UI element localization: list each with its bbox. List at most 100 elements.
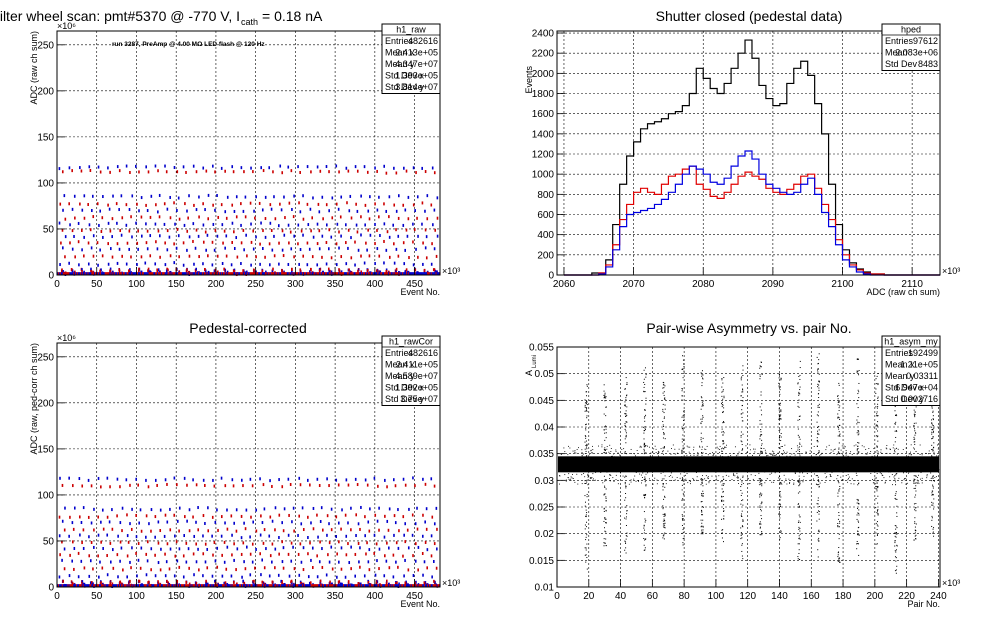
panel-raw-point: [311, 216, 314, 220]
panel-corrected-point: [135, 584, 137, 587]
panel-raw-point: [395, 171, 398, 175]
panel-raw-point: [404, 272, 406, 275]
panel-corrected-point: [403, 574, 405, 578]
panel-pedestal-y-tick-label: 400: [537, 230, 554, 241]
panel-raw-point: [149, 272, 151, 275]
panel-raw-point: [99, 269, 101, 273]
panel-asymmetry-point: [894, 532, 896, 534]
panel-asymmetry-point: [586, 455, 588, 457]
panel-corrected-point: [125, 584, 127, 587]
panel-corrected-point: [80, 584, 83, 587]
panel-asymmetry-point: [603, 448, 605, 450]
panel-corrected-point: [251, 560, 254, 564]
panel-corrected-point: [111, 527, 114, 531]
panel-corrected-x-tick-label: 150: [168, 591, 185, 602]
panel-asymmetry-point: [857, 484, 859, 486]
panel-asymmetry-point: [644, 478, 646, 480]
panel-raw-point: [185, 272, 187, 275]
panel-asymmetry-point: [875, 532, 877, 534]
panel-asymmetry-point: [837, 518, 839, 520]
panel-corrected-point: [396, 581, 398, 585]
panel-asymmetry-point: [931, 424, 933, 426]
panel-asymmetry-point: [829, 474, 831, 475]
panel-corrected-point: [260, 584, 262, 587]
panel-raw-point: [240, 166, 243, 170]
panel-asymmetry-point: [751, 468, 753, 469]
panel-corrected-point: [243, 521, 245, 525]
panel-asymmetry-point: [913, 539, 915, 541]
panel-asymmetry-point: [766, 478, 768, 480]
panel-asymmetry-point: [875, 485, 877, 487]
panel-raw-point: [412, 240, 414, 244]
panel-raw-point: [204, 272, 206, 275]
panel-asymmetry-point: [877, 406, 879, 408]
panel-asymmetry-point: [858, 431, 860, 433]
panel-corrected-point: [282, 584, 284, 587]
panel-asymmetry-point: [778, 386, 780, 388]
panel-raw-x-label: Event No.: [400, 287, 440, 297]
panel-asymmetry-point: [615, 474, 617, 476]
panel-asymmetry-point: [585, 409, 587, 411]
panel-corrected-point: [255, 508, 258, 512]
panel-asymmetry-point: [605, 415, 607, 417]
panel-raw-point: [340, 234, 342, 238]
panel-corrected-point: [139, 584, 142, 587]
panel-raw-point: [237, 272, 239, 275]
panel-asymmetry-point: [877, 397, 879, 399]
panel-asymmetry-point: [852, 463, 854, 465]
panel-corrected-y-tick-label: 200: [37, 398, 54, 409]
panel-asymmetry-point: [858, 422, 860, 424]
panel-asymmetry-point: [857, 416, 859, 418]
panel-raw-point: [283, 233, 286, 237]
panel-asymmetry-point: [799, 491, 801, 493]
panel-asymmetry-point: [585, 427, 587, 429]
panel-raw-point: [78, 263, 80, 267]
panel-corrected-point: [412, 476, 414, 480]
panel-raw-point: [342, 272, 344, 275]
panel-asymmetry-point: [589, 470, 590, 472]
panel-corrected-point: [106, 476, 109, 480]
panel-corrected-point: [93, 584, 95, 587]
panel-raw-point: [265, 272, 268, 275]
panel-asymmetry-point: [932, 477, 934, 479]
panel-asymmetry-point: [721, 484, 723, 486]
panel-raw-point: [404, 208, 407, 212]
panel-raw-point: [128, 269, 131, 273]
panel-asymmetry-point: [742, 369, 744, 371]
panel-corrected-point: [67, 584, 69, 587]
panel-asymmetry-point: [681, 438, 683, 440]
panel-asymmetry-point: [875, 488, 877, 490]
panel-asymmetry-point: [643, 417, 645, 419]
panel-corrected-point: [349, 584, 351, 587]
panel-asymmetry-point: [664, 470, 666, 472]
panel-asymmetry-point: [644, 529, 646, 531]
panel-asymmetry-point: [876, 411, 878, 413]
panel-asymmetry-point: [827, 461, 829, 463]
panel-corrected-point: [425, 584, 427, 587]
panel-corrected-point: [183, 476, 186, 480]
panel-asymmetry-point: [898, 466, 900, 468]
panel-asymmetry-point: [700, 423, 702, 425]
panel-asymmetry-point: [818, 359, 820, 361]
panel-raw-point: [306, 241, 309, 245]
panel-raw-point: [96, 241, 99, 245]
panel-asymmetry-point: [837, 504, 839, 506]
panel-asymmetry-point: [788, 478, 790, 480]
panel-asymmetry-point: [926, 475, 928, 477]
panel-asymmetry-point: [603, 520, 605, 522]
panel-asymmetry-point: [641, 477, 643, 478]
panel-asymmetry-point: [610, 451, 612, 452]
panel-corrected-point: [365, 552, 367, 556]
panel-asymmetry-point: [874, 477, 876, 479]
panel-corrected-point: [156, 483, 158, 487]
panel-raw-point: [437, 272, 439, 275]
panel-raw-point: [379, 233, 381, 237]
panel-corrected-point: [323, 584, 325, 587]
panel-raw-y-tick-label: 150: [37, 132, 54, 143]
panel-asymmetry-point: [625, 538, 627, 540]
panel-asymmetry-point: [817, 530, 819, 532]
panel-corrected-point: [145, 514, 148, 518]
panel-asymmetry-point: [644, 495, 646, 497]
panel-asymmetry-point: [722, 390, 724, 392]
panel-corrected-point: [415, 580, 417, 584]
